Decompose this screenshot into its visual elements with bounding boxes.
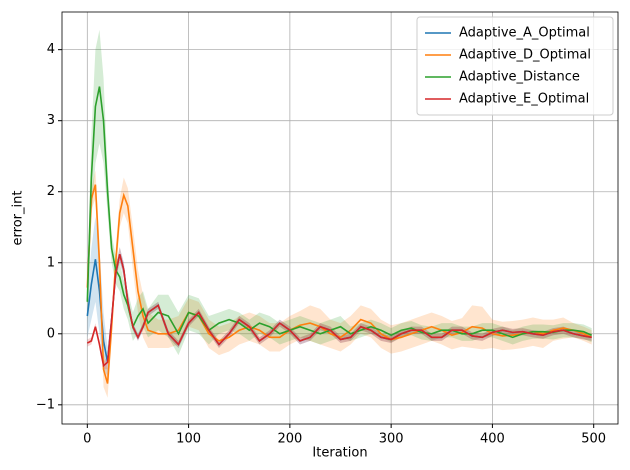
x-tick-label: 0 (83, 432, 91, 447)
plot-frame (61, 11, 619, 425)
legend-label: Adaptive_D_Optimal (459, 48, 591, 63)
confidence-band (87, 29, 592, 356)
x-tick-label: 200 (277, 432, 302, 447)
legend-label: Adaptive_A_Optimal (459, 26, 590, 41)
x-tick-label: 500 (581, 432, 606, 447)
y-tick-label: 0 (47, 326, 55, 341)
legend-label: Adaptive_Distance (459, 70, 580, 85)
line (86, 254, 592, 368)
y-tick-label: 4 (47, 42, 55, 57)
y-axis-label: error_int (11, 191, 26, 246)
y-tick-label: 1 (47, 255, 55, 270)
x-tick-label: 100 (176, 432, 201, 447)
legend-label: Adaptive_E_Optimal (459, 92, 589, 107)
y-tick-label: 2 (47, 184, 55, 199)
line (86, 184, 592, 384)
y-tick-label: −1 (36, 397, 55, 412)
legend-box (416, 16, 614, 116)
x-tick-label: 400 (480, 432, 505, 447)
confidence-band (87, 247, 592, 370)
y-tick-label: 3 (47, 113, 55, 128)
confidence-band (87, 170, 592, 398)
x-axis-label: Iteration (312, 446, 367, 461)
x-tick-label: 300 (379, 432, 404, 447)
